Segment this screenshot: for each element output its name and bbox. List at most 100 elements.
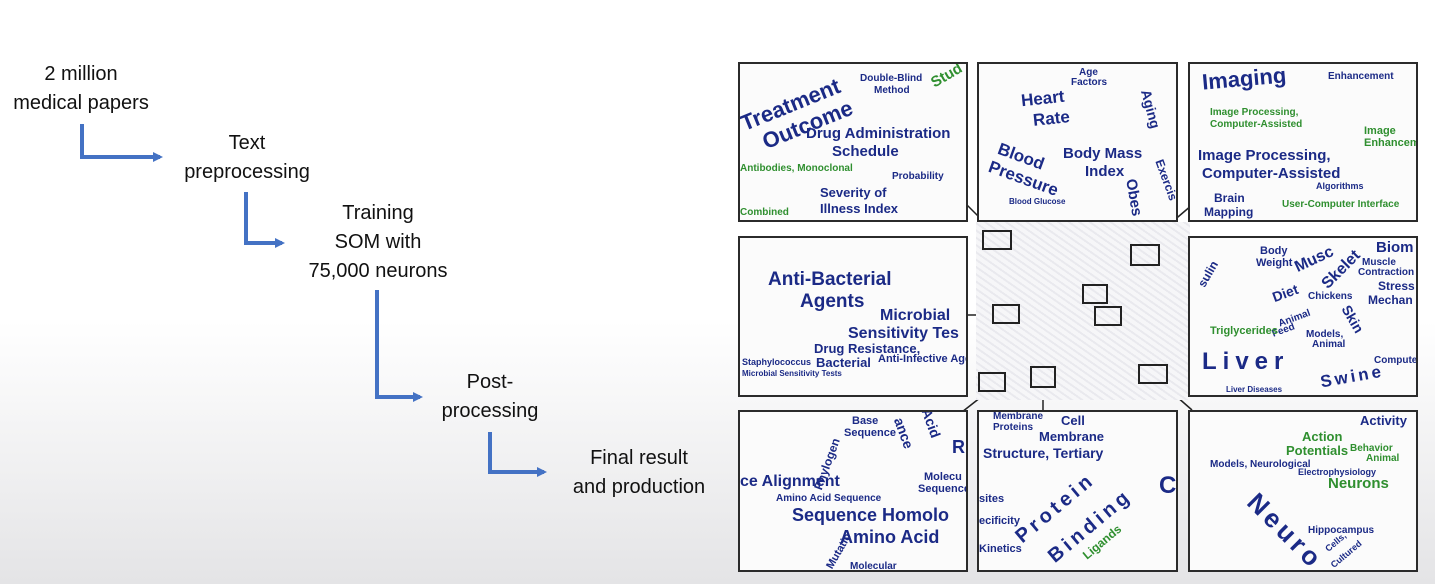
- arrow-to-post-processing: [375, 290, 423, 402]
- som-panel-middle-right: Body Weight Musc Skelet Biom Muscle Cont…: [1188, 236, 1418, 397]
- step-line: Training: [342, 202, 414, 224]
- panel-term: Weight: [1256, 257, 1293, 269]
- panel-term: Structure, Tertiary: [983, 445, 1104, 461]
- arrow-to-training-som: [244, 192, 285, 248]
- panel-term: Contraction: [1358, 267, 1415, 278]
- panel-term: Amino Acid: [840, 527, 940, 547]
- panel-term: Image Processing,: [1210, 107, 1299, 118]
- panel-term: sites: [979, 493, 1005, 505]
- panel-term: Molecu: [924, 471, 962, 483]
- panel-term: Proteins: [993, 422, 1034, 433]
- panel-term: Membrane: [1039, 429, 1105, 444]
- panel-term: ance: [890, 415, 917, 451]
- som-panel-bottom-middle: Membrane Proteins Cell Membrane Structur…: [977, 410, 1178, 572]
- flow-arrows: [80, 124, 547, 477]
- panel-term: Activity: [1360, 413, 1407, 428]
- panel-term: Computer S: [1374, 355, 1418, 366]
- panel-term: Drug Resistance,: [814, 341, 921, 356]
- panel-term: Age: [1079, 67, 1098, 78]
- panel-term: Animal: [1366, 453, 1400, 464]
- panel-term: Sequence Homolo: [792, 505, 950, 525]
- panel-term: Imaging: [1201, 62, 1288, 95]
- panel-term: Double-Blind: [860, 73, 923, 84]
- step-line: processing: [441, 400, 539, 422]
- panel-term: Illness Index: [820, 201, 899, 216]
- panel-term: Probability: [892, 171, 944, 182]
- som-panel-bottom-right: Activity Action Potentials Behavior Anim…: [1188, 410, 1418, 572]
- panel-term: Exercis: [1152, 157, 1178, 203]
- panel-term: Mapping: [1204, 205, 1254, 219]
- step-line: Final result: [590, 447, 688, 469]
- panel-term: Potentials: [1286, 443, 1349, 458]
- panel-term: Blood Glucose: [1009, 197, 1066, 206]
- panel-term: Drug Administration: [806, 125, 951, 142]
- panel-term: Body: [1260, 245, 1288, 257]
- panel-term: Obes: [1122, 177, 1146, 218]
- panel-term: Sequence: [918, 483, 968, 495]
- panel-term: Rate: [1032, 107, 1071, 130]
- panel-term: Neurons: [1328, 475, 1389, 492]
- panel-term: Kinetics: [979, 543, 1022, 555]
- zoom-marker: [1094, 306, 1122, 326]
- step-line: preprocessing: [184, 161, 310, 183]
- zoom-marker: [1030, 366, 1056, 388]
- panel-term: Image: [1364, 125, 1396, 137]
- zoom-marker: [1138, 364, 1168, 384]
- panel-term: Molecular: [850, 561, 897, 572]
- panel-term: Mechan: [1368, 293, 1413, 307]
- panel-term: Enhancement: [1328, 71, 1394, 82]
- panel-term: Microbial Sensitivity Tests: [742, 369, 842, 378]
- panel-term: Agents: [800, 291, 865, 312]
- som-panel-bottom-left: Base Sequence Phylogen ance Acid R ce Al…: [738, 410, 968, 572]
- panel-term: Bacterial: [816, 355, 871, 370]
- step-line: Post-: [466, 371, 514, 393]
- panel-term: Muscle: [1362, 257, 1396, 268]
- panel-term: Body Mass: [1063, 145, 1143, 162]
- panel-term: Animal: [1312, 339, 1346, 350]
- panel-term: sulin: [1194, 258, 1222, 290]
- panel-term: Amino Acid Sequence: [776, 493, 882, 504]
- zoom-marker: [982, 230, 1012, 250]
- step-post-processing: Post- processing: [434, 368, 546, 426]
- som-panel-top-right: Imaging Image Processing, Computer-Assis…: [1188, 62, 1418, 222]
- zoom-marker: [992, 304, 1020, 324]
- panel-term: Liver Diseases: [1226, 385, 1283, 394]
- panel-term: Cell: [1061, 413, 1085, 428]
- panel-term: Models,: [1306, 329, 1344, 340]
- panel-term: Acid: [918, 410, 944, 440]
- panel-term: Computer-Assisted: [1202, 165, 1341, 182]
- panel-term: R: [952, 437, 965, 457]
- step-source-papers: 2 million medical papers: [8, 60, 154, 118]
- panel-term: Heart: [1020, 86, 1066, 111]
- panel-term: Diet: [1270, 280, 1301, 306]
- panel-term: User-Computer Interface: [1282, 199, 1400, 210]
- step-line: and production: [572, 476, 706, 498]
- panel-term: Schedule: [832, 143, 899, 160]
- step-line: medical papers: [13, 92, 149, 114]
- step-line: 75,000 neurons: [308, 260, 448, 282]
- zoom-marker: [978, 372, 1006, 392]
- panel-term: Computer-Assisted: [1210, 119, 1303, 130]
- som-panel-middle-left: Anti-Bacterial Agents Microbial Sensitiv…: [738, 236, 968, 397]
- panel-term: Sequence: [844, 427, 896, 439]
- panel-term: Anti-Bacterial: [768, 269, 892, 290]
- panel-term: Behavior: [1350, 443, 1393, 454]
- panel-term: ecificity: [979, 515, 1020, 527]
- zoom-marker: [1130, 244, 1160, 266]
- som-overview-map: [976, 222, 1190, 400]
- panel-term: Anti-Infective Age: [878, 353, 968, 365]
- panel-term: Hippocampus: [1308, 525, 1375, 536]
- step-line: SOM with: [334, 231, 422, 253]
- panel-term: Skin: [1338, 302, 1368, 336]
- zoom-marker: [1082, 284, 1108, 304]
- panel-term: Aging: [1137, 87, 1164, 131]
- som-panel-top-middle: Heart Rate Blood Pressure Body Mass Inde…: [977, 62, 1178, 222]
- step-final-result: Final result and production: [560, 444, 718, 502]
- panel-term: Models, Neurological: [1210, 459, 1311, 470]
- panel-term: Sensitivity Tes: [848, 325, 959, 342]
- panel-term: Swine: [1318, 361, 1386, 392]
- panel-term: Liver: [1202, 348, 1290, 375]
- panel-term: Enhanceme: [1364, 137, 1416, 149]
- step-training-som: Training SOM with 75,000 neurons: [298, 199, 458, 286]
- panel-term: Staphylococcus: [742, 357, 812, 367]
